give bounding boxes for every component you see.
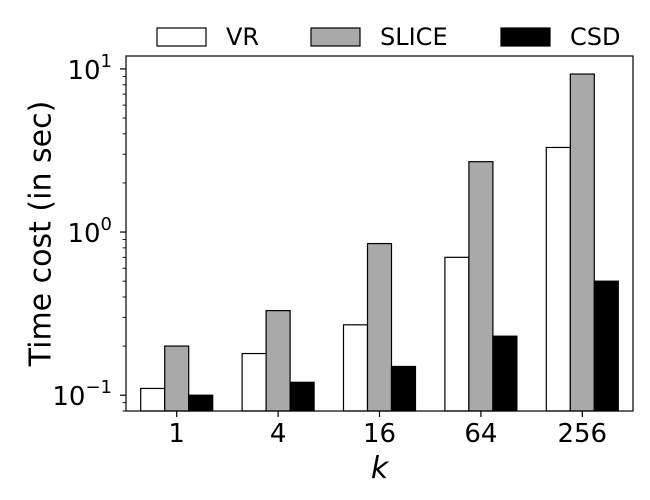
x-axis-label: k — [371, 451, 390, 486]
bar-vr-256 — [545, 146, 571, 412]
bar-vr-4 — [241, 352, 267, 412]
bar-slice-16 — [366, 242, 393, 412]
x-axis: 1 4 16 64 256 — [168, 411, 607, 449]
legend-label-csd: CSD — [570, 23, 620, 51]
y-axis-label: Time cost (in sec) — [24, 101, 59, 368]
y-tick-label: 101 — [67, 51, 112, 86]
legend-swatch-slice — [310, 27, 361, 47]
legend-label-vr: VR — [226, 23, 259, 51]
legend-label-slice: SLICE — [380, 23, 448, 51]
legend-swatch-vr — [156, 27, 207, 47]
bar-slice-256 — [569, 73, 595, 412]
x-tick-label: 4 — [270, 419, 287, 449]
x-tick-label: 1 — [168, 419, 185, 449]
y-tick-label: 100 — [67, 214, 112, 249]
bar-slice-1 — [164, 345, 190, 412]
bar-vr-64 — [444, 256, 470, 412]
bar-csd-64 — [492, 335, 518, 412]
bar-vr-1 — [140, 387, 166, 412]
bar-csd-4 — [289, 381, 315, 412]
x-tick-label: 16 — [363, 419, 396, 449]
y-axis: 10−1 100 101 — [52, 51, 126, 412]
bars — [140, 73, 619, 412]
bar-csd-256 — [593, 280, 619, 412]
bar-slice-4 — [265, 310, 291, 412]
bar-slice-64 — [468, 161, 494, 412]
legend: VR SLICE CSD — [156, 23, 620, 51]
bar-vr-16 — [342, 324, 369, 412]
legend-swatch-csd — [500, 27, 551, 47]
bar-csd-16 — [390, 365, 417, 412]
x-tick-label: 64 — [464, 419, 497, 449]
y-tick-label: 10−1 — [52, 377, 112, 412]
x-tick-label: 256 — [557, 419, 607, 449]
bar-csd-1 — [188, 394, 214, 412]
